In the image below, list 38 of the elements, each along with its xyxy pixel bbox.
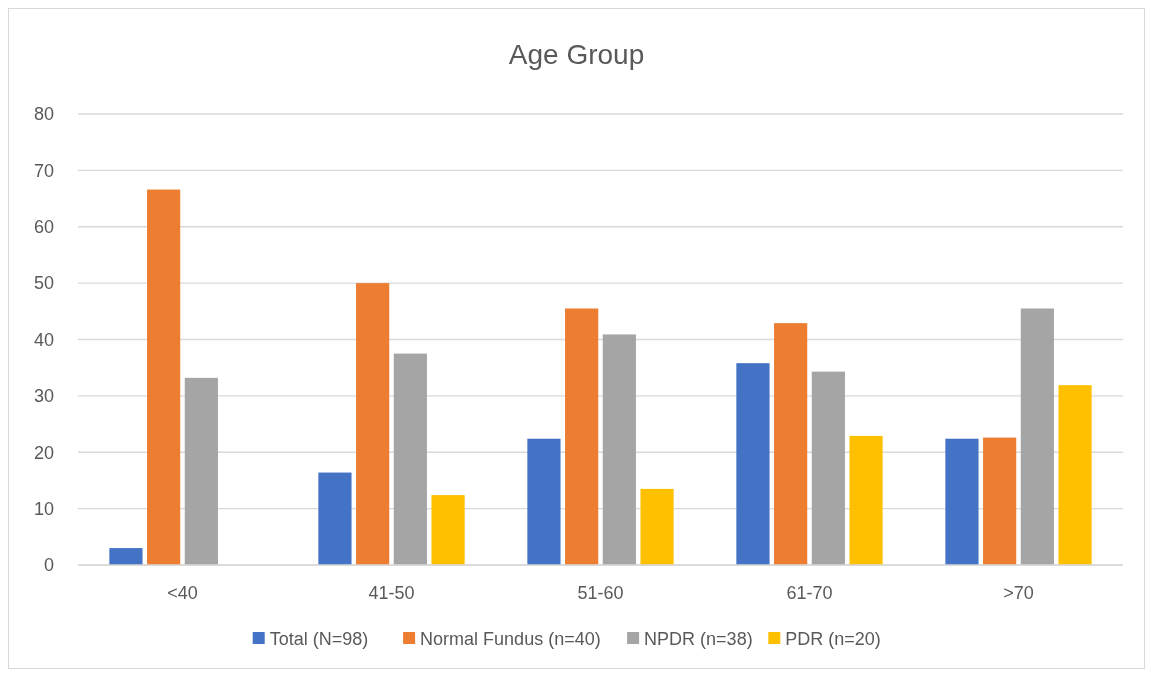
bar [736, 363, 770, 565]
bar [1020, 308, 1054, 565]
bar [945, 438, 979, 565]
y-tick-label: 80 [33, 104, 54, 125]
bar [811, 371, 845, 565]
y-tick-label: 50 [33, 273, 54, 294]
legend-label: NPDR (n=38) [644, 629, 753, 650]
x-tick-label: <40 [167, 583, 198, 603]
x-tick-label: 61-70 [786, 583, 833, 603]
y-tick-label: 70 [33, 160, 54, 181]
bar [109, 548, 143, 565]
bar [393, 353, 427, 565]
y-tick-label: 10 [33, 498, 54, 519]
legend-label: PDR (n=20) [785, 629, 881, 650]
y-tick-label: 60 [33, 217, 54, 238]
legend-label: Total (N=98) [269, 629, 369, 650]
bar [318, 472, 352, 565]
bar [1058, 385, 1092, 565]
x-tick-label: >70 [1003, 583, 1034, 603]
x-tick-label: 51-60 [577, 583, 624, 603]
x-tick-label: 41-50 [368, 583, 415, 603]
y-tick-label: 40 [33, 329, 54, 350]
bar [602, 334, 636, 565]
chart-title: Age Group [508, 39, 645, 70]
bar [431, 495, 465, 565]
bar [849, 435, 883, 565]
bar [565, 308, 599, 565]
bar [640, 488, 674, 565]
bar [184, 377, 218, 565]
y-tick-label: 20 [33, 442, 54, 463]
bar [774, 323, 808, 565]
y-tick-label: 30 [33, 386, 54, 407]
bar [983, 437, 1017, 565]
y-tick-label: 0 [43, 555, 54, 576]
bar [356, 283, 390, 565]
bar [147, 189, 181, 565]
bar [527, 438, 561, 565]
legend-label: Normal Fundus (n=40) [420, 629, 601, 650]
